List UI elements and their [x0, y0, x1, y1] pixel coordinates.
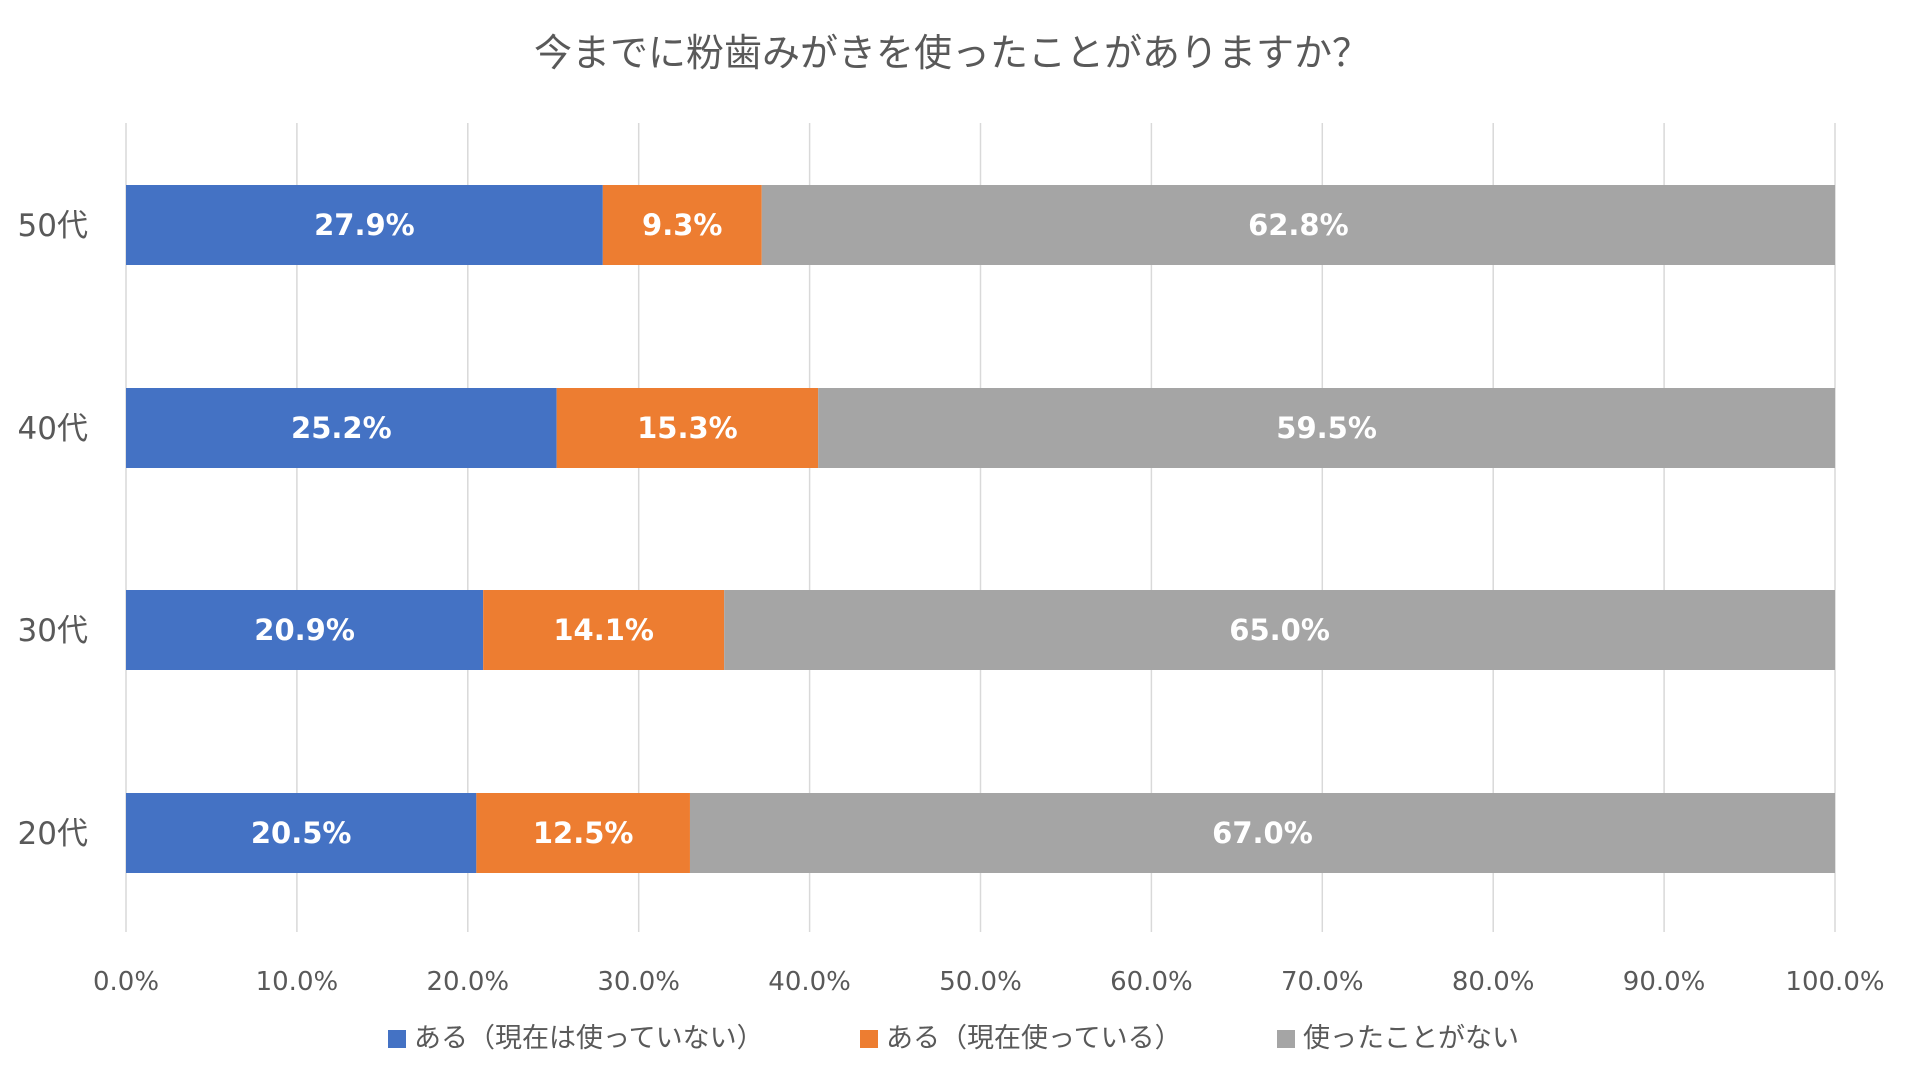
legend-label: ある（現在は使っていない）	[414, 1023, 764, 1054]
data-label: 25.2%	[291, 411, 392, 445]
x-tick-label: 20.0%	[426, 967, 509, 997]
data-label: 20.9%	[254, 613, 355, 647]
data-label: 20.5%	[251, 816, 352, 850]
bar-segment	[556, 388, 819, 468]
bar-segment	[126, 388, 557, 468]
legend-label: 使ったことがない	[1303, 1023, 1519, 1054]
legend-swatch	[1277, 1030, 1295, 1048]
data-label: 9.3%	[642, 208, 722, 242]
value-axis: 0.0% 10.0% 20.0% 30.0% 40.0% 50.0% 60.0% 70.0% 8…	[93, 967, 1885, 997]
legend-swatch	[388, 1030, 406, 1048]
category-label: 20代	[18, 816, 88, 852]
bar-segment	[818, 388, 1835, 468]
bar-segment	[689, 793, 1835, 873]
category-axis: 50代 40代 30代 20代	[18, 208, 88, 852]
x-tick-label: 80.0%	[1452, 967, 1535, 997]
category-label: 50代	[18, 208, 88, 244]
bar-segment	[476, 793, 690, 873]
data-label: 14.1%	[553, 613, 654, 647]
bar-segment	[602, 185, 762, 265]
bar-segment	[761, 185, 1835, 265]
data-labels: 27.9% 9.3% 62.8% 25.2% 15.3% 59.5% 20.9% 14.1% 6…	[251, 208, 1377, 850]
x-tick-label: 10.0%	[256, 967, 339, 997]
legend-label: ある（現在使っている）	[886, 1023, 1182, 1054]
bar-segment	[126, 793, 477, 873]
x-tick-label: 30.0%	[597, 967, 680, 997]
category-label: 40代	[18, 411, 88, 447]
legend: ある（現在は使っていない） ある（現在使っている） 使ったことがない	[388, 1023, 1519, 1054]
data-label: 27.9%	[314, 208, 415, 242]
bar-segment	[126, 185, 603, 265]
legend-swatch	[860, 1030, 878, 1048]
x-tick-label: 90.0%	[1623, 967, 1706, 997]
data-label: 67.0%	[1212, 816, 1313, 850]
x-tick-label: 40.0%	[768, 967, 851, 997]
bars	[126, 185, 1835, 873]
data-label: 12.5%	[533, 816, 634, 850]
x-tick-label: 50.0%	[939, 967, 1022, 997]
data-label: 62.8%	[1248, 208, 1349, 242]
category-label: 30代	[18, 613, 88, 649]
x-tick-label: 60.0%	[1110, 967, 1193, 997]
data-label: 15.3%	[637, 411, 738, 445]
data-label: 65.0%	[1229, 613, 1330, 647]
bar-segment	[483, 590, 725, 670]
data-label: 59.5%	[1276, 411, 1377, 445]
x-tick-label: 0.0%	[93, 967, 159, 997]
chart-title: 今までに粉歯みがきを使ったことがありますか？	[534, 31, 1370, 75]
bar-segment	[126, 590, 484, 670]
bar-segment	[724, 590, 1835, 670]
x-tick-label: 70.0%	[1281, 967, 1364, 997]
x-tick-label: 100.0%	[1785, 967, 1884, 997]
